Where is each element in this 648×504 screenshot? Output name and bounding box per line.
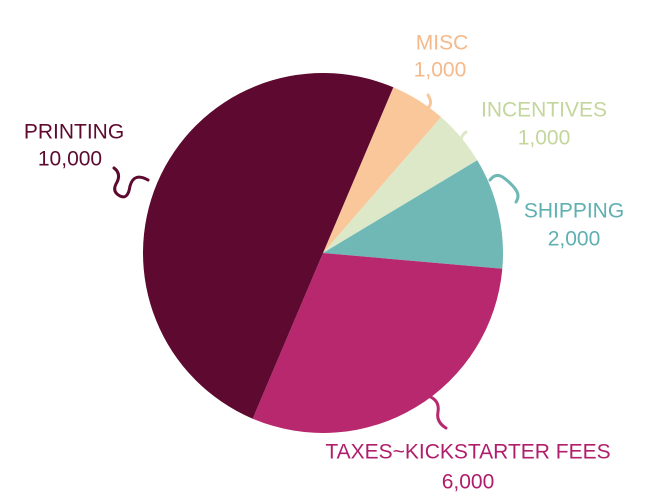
slice-value: 1,000 [414,59,467,82]
connector [426,394,448,430]
slice-label: PRINTING [24,121,124,144]
slice-label: MISC [416,32,469,55]
slice-label: SHIPPING [524,200,624,223]
connector [488,173,520,204]
slice-value: 10,000 [38,148,102,171]
slice-value: 1,000 [518,127,571,150]
slice-value: 2,000 [548,228,601,251]
pie-slice [323,117,478,253]
slice-value: 6,000 [442,471,495,494]
pie-slice [323,87,442,253]
connector [112,166,150,199]
pie-slice [252,253,503,433]
pie-slice [143,72,394,419]
pie-slice [323,160,503,269]
slice-label: TAXES~KICKSTARTER FEES [325,441,610,464]
connector [459,130,469,156]
slice-label: INCENTIVES [481,99,607,122]
connector [421,93,433,121]
